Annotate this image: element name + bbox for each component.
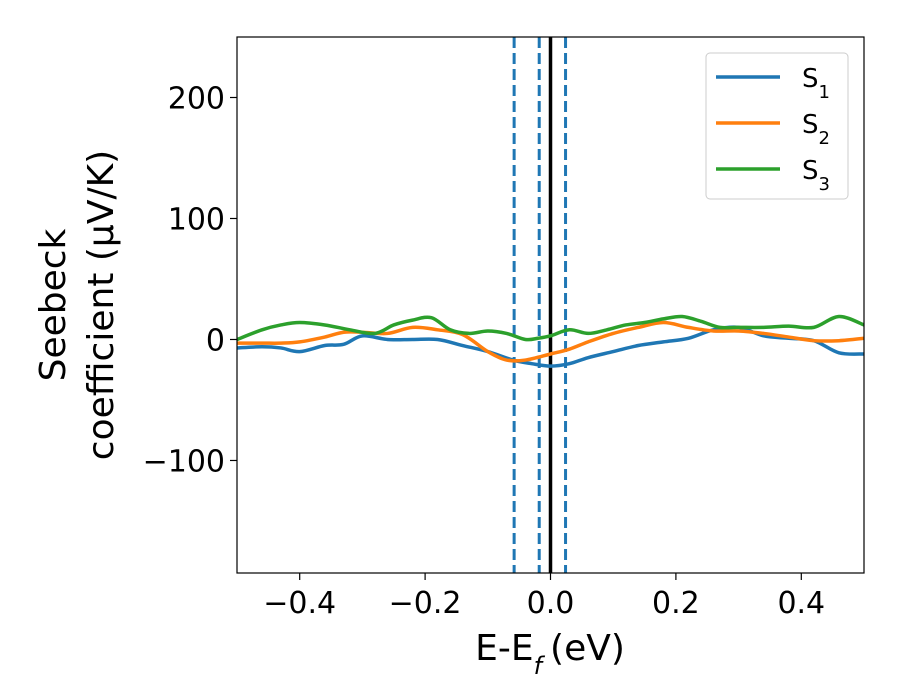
- series-line-s2: [237, 320, 864, 363]
- series-line-s3: [237, 314, 864, 342]
- legend-label-s3: S3: [802, 156, 830, 195]
- y-axis: −100 0 100 200: [143, 81, 237, 479]
- y-tick-label: 200: [168, 81, 225, 116]
- series-lines: [237, 314, 864, 368]
- x-tick-label: 0.2: [652, 586, 700, 621]
- legend-label-s1: S1: [802, 64, 830, 103]
- x-tick-label: 0.0: [527, 586, 575, 621]
- x-tick-label: −0.2: [389, 586, 462, 621]
- y-axis-label-line2: coefficient (μV/K): [81, 150, 122, 460]
- y-tick-label: −100: [143, 444, 225, 479]
- x-axis-label-unit: (eV): [550, 628, 625, 669]
- x-axis-label: E-Ef (eV): [475, 628, 625, 680]
- reference-lines: [512, 37, 568, 573]
- x-axis: −0.4 −0.2 0.0 0.2 0.4: [263, 573, 825, 621]
- x-axis-label-subscript: f: [534, 652, 546, 680]
- x-tick-label: −0.4: [263, 586, 336, 621]
- legend: S1 S2 S3: [705, 52, 849, 200]
- y-axis-label-line1: Seebeck: [33, 228, 74, 381]
- y-tick-label: 100: [168, 202, 225, 237]
- legend-label-s2: S2: [802, 110, 830, 149]
- legend-box: [705, 52, 849, 200]
- x-tick-label: 0.4: [777, 586, 825, 621]
- x-axis-label-main: E-E: [475, 628, 533, 669]
- y-tick-label: 0: [206, 323, 225, 358]
